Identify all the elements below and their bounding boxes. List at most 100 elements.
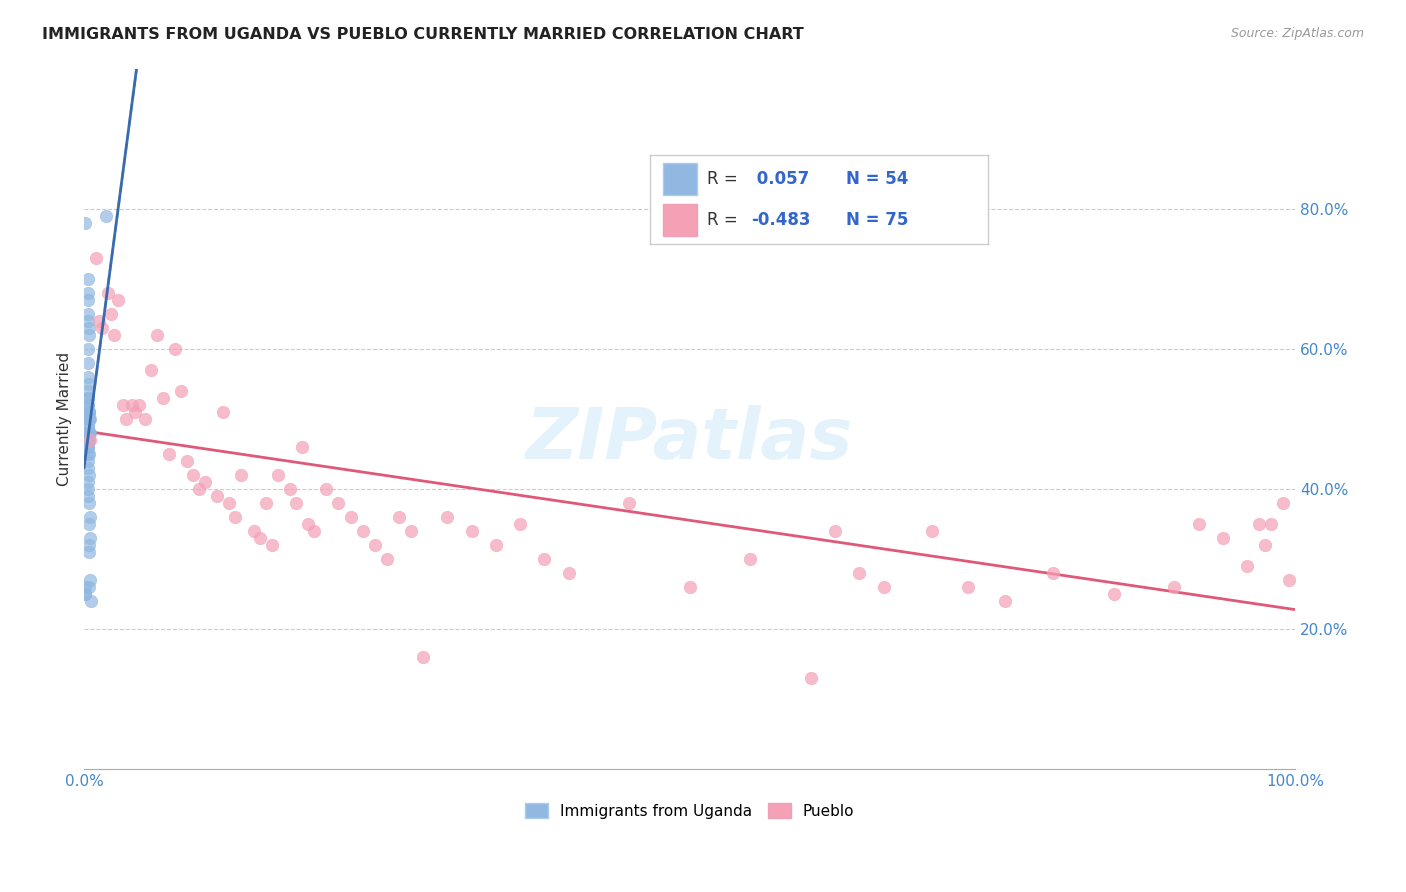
Point — [679, 580, 702, 594]
Point — [77, 327, 100, 342]
Point — [77, 538, 100, 552]
Point — [79, 433, 101, 447]
Point — [176, 454, 198, 468]
Point — [77, 447, 100, 461]
Point — [76, 425, 98, 440]
Point — [76, 398, 98, 412]
Text: Source: ZipAtlas.com: Source: ZipAtlas.com — [1230, 27, 1364, 40]
Point — [76, 475, 98, 489]
Point — [218, 496, 240, 510]
Point — [352, 524, 374, 538]
Point — [76, 356, 98, 370]
Point — [77, 580, 100, 594]
Point — [103, 327, 125, 342]
Point — [957, 580, 980, 594]
Point — [76, 489, 98, 503]
Point — [97, 285, 120, 300]
Point — [76, 342, 98, 356]
Point — [77, 405, 100, 419]
Point — [278, 482, 301, 496]
Text: N = 54: N = 54 — [845, 170, 908, 188]
Point — [76, 440, 98, 454]
Point — [315, 482, 337, 496]
Point — [75, 587, 97, 601]
Point — [115, 412, 138, 426]
Point — [872, 580, 894, 594]
Point — [77, 425, 100, 440]
Point — [111, 398, 134, 412]
Point — [77, 376, 100, 391]
Point — [76, 418, 98, 433]
Point — [84, 251, 107, 265]
Point — [79, 412, 101, 426]
Point — [1042, 566, 1064, 580]
Point — [124, 405, 146, 419]
Text: IMMIGRANTS FROM UGANDA VS PUEBLO CURRENTLY MARRIED CORRELATION CHART: IMMIGRANTS FROM UGANDA VS PUEBLO CURRENT… — [42, 27, 804, 42]
Point — [212, 405, 235, 419]
Point — [533, 552, 555, 566]
Point — [77, 467, 100, 482]
Point — [1278, 573, 1301, 587]
Text: R =: R = — [707, 211, 744, 229]
Point — [79, 425, 101, 440]
Point — [77, 412, 100, 426]
Point — [76, 418, 98, 433]
Point — [76, 461, 98, 475]
Point — [231, 467, 253, 482]
Point — [617, 496, 640, 510]
Point — [1272, 496, 1295, 510]
Point — [134, 412, 156, 426]
Point — [94, 209, 117, 223]
Point — [188, 482, 211, 496]
Point — [207, 489, 229, 503]
Point — [485, 538, 508, 552]
Point — [79, 573, 101, 587]
Point — [76, 454, 98, 468]
Point — [76, 391, 98, 405]
Point — [254, 496, 277, 510]
Point — [76, 314, 98, 328]
Point — [77, 412, 100, 426]
Point — [994, 594, 1017, 608]
Point — [291, 440, 314, 454]
Point — [76, 482, 98, 496]
Point — [1236, 559, 1258, 574]
Point — [76, 440, 98, 454]
Point — [800, 671, 823, 685]
Point — [242, 524, 264, 538]
Y-axis label: Currently Married: Currently Married — [58, 351, 72, 486]
Point — [75, 580, 97, 594]
Point — [76, 391, 98, 405]
Point — [267, 467, 290, 482]
Text: 0.057: 0.057 — [751, 170, 810, 188]
Point — [76, 433, 98, 447]
Point — [194, 475, 217, 489]
Text: R =: R = — [707, 170, 744, 188]
Point — [77, 433, 100, 447]
Point — [1249, 516, 1271, 531]
Point — [848, 566, 870, 580]
Point — [285, 496, 308, 510]
Point — [388, 510, 411, 524]
Point — [921, 524, 943, 538]
Point — [181, 467, 204, 482]
Point — [76, 293, 98, 307]
Point — [260, 538, 283, 552]
Point — [77, 405, 100, 419]
Point — [328, 496, 350, 510]
Point — [76, 285, 98, 300]
Point — [77, 320, 100, 334]
Point — [79, 510, 101, 524]
Point — [157, 447, 180, 461]
Point — [75, 587, 97, 601]
Legend: Immigrants from Uganda, Pueblo: Immigrants from Uganda, Pueblo — [519, 797, 860, 825]
Point — [77, 516, 100, 531]
Point — [107, 293, 129, 307]
Point — [76, 384, 98, 398]
Point — [76, 272, 98, 286]
Point — [79, 531, 101, 545]
Point — [1260, 516, 1282, 531]
Point — [76, 307, 98, 321]
Point — [77, 496, 100, 510]
Point — [170, 384, 193, 398]
